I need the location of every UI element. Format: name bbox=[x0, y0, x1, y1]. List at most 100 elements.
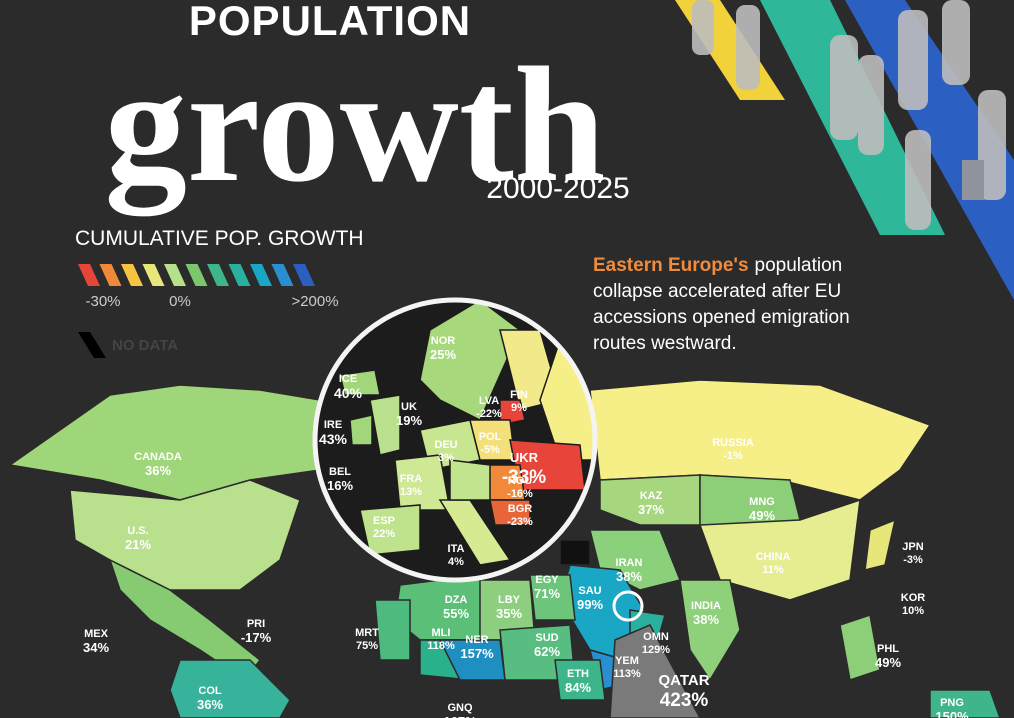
region-name: UK bbox=[401, 401, 417, 413]
legend-swatch bbox=[250, 264, 272, 286]
legend-swatch bbox=[164, 264, 186, 286]
region-value: 113% bbox=[613, 668, 641, 680]
region-value: 11% bbox=[762, 564, 784, 576]
region-name: NOR bbox=[431, 335, 456, 347]
years: 2000-2025 bbox=[486, 172, 629, 205]
region-name: KAZ bbox=[640, 490, 663, 502]
region-value: -16% bbox=[507, 488, 533, 500]
region-name: COL bbox=[198, 685, 222, 697]
region-name: MLI bbox=[432, 627, 451, 639]
legend-mid: 0% bbox=[169, 293, 191, 310]
region-value: 37% bbox=[638, 502, 664, 517]
region-name: EGY bbox=[535, 574, 559, 586]
region-value: 22% bbox=[373, 528, 395, 540]
legend-swatch bbox=[78, 264, 100, 286]
region-name: NER bbox=[465, 634, 488, 646]
region-name: RUSSIA bbox=[712, 437, 754, 449]
region-value: -3% bbox=[903, 554, 923, 566]
region-name: PNG bbox=[940, 697, 964, 709]
region-name: MEX bbox=[84, 628, 109, 640]
region-value: 10% bbox=[902, 605, 924, 617]
europe-inset bbox=[312, 297, 598, 583]
region-value: 16% bbox=[327, 478, 353, 493]
region-value: 13% bbox=[400, 486, 422, 498]
region-value: 49% bbox=[749, 508, 775, 523]
legend-swatch bbox=[207, 264, 229, 286]
region-name: FRA bbox=[400, 473, 423, 485]
region-name: IRE bbox=[324, 419, 342, 431]
region-name: ROU bbox=[508, 475, 533, 487]
region-value: -1% bbox=[723, 450, 743, 462]
region-name: GNQ bbox=[447, 702, 473, 714]
region-name: OMN bbox=[643, 631, 669, 643]
region-value: 9% bbox=[511, 402, 527, 414]
region-name: MRT bbox=[355, 627, 379, 639]
region-value: 157% bbox=[460, 646, 494, 661]
region-value: 129% bbox=[642, 644, 670, 656]
region-value: 167% bbox=[443, 714, 477, 718]
region-name: QATAR bbox=[658, 672, 709, 689]
legend-swatch bbox=[271, 264, 294, 286]
region-name: SAU bbox=[578, 585, 601, 597]
region-name: JPN bbox=[902, 541, 923, 553]
region-value: 75% bbox=[356, 640, 378, 652]
title: growth bbox=[104, 33, 605, 217]
region-name: BEL bbox=[329, 466, 351, 478]
region-value: 84% bbox=[565, 680, 591, 695]
legend-swatch bbox=[185, 264, 208, 286]
world-map bbox=[8, 379, 1001, 718]
region-name: CANADA bbox=[134, 451, 182, 463]
legend-swatch bbox=[293, 264, 315, 286]
legend-swatch bbox=[99, 264, 122, 286]
region-value: 25% bbox=[430, 347, 456, 362]
region-name: INDIA bbox=[691, 600, 721, 612]
region-name: BGR bbox=[508, 503, 533, 515]
region-name: DEU bbox=[434, 439, 457, 451]
region-name: ICE bbox=[339, 373, 357, 385]
region-value: 34% bbox=[83, 640, 109, 655]
legend-min: -30% bbox=[85, 293, 120, 310]
legend-max: >200% bbox=[291, 293, 338, 310]
region-name: UKR bbox=[510, 450, 539, 465]
region-value: 62% bbox=[534, 644, 560, 659]
region-value: 36% bbox=[145, 463, 171, 478]
region-value: 36% bbox=[197, 697, 223, 712]
region-value: 21% bbox=[125, 537, 151, 552]
region-value: 19% bbox=[396, 413, 422, 428]
region-name: ITA bbox=[448, 543, 465, 555]
region-value: 4% bbox=[448, 556, 464, 568]
region-value: 35% bbox=[496, 606, 522, 621]
region-name: KOR bbox=[901, 592, 926, 604]
no-data-swatch bbox=[78, 332, 106, 358]
region-value: 55% bbox=[443, 606, 469, 621]
region-value: 38% bbox=[693, 612, 719, 627]
region-name: SUD bbox=[535, 632, 558, 644]
region-value: 150% bbox=[935, 709, 969, 718]
legend-swatch bbox=[142, 264, 165, 286]
legend-title: CUMULATIVE POP. GROWTH bbox=[75, 227, 364, 250]
region-value: -33% bbox=[502, 467, 546, 488]
region-name: LBY bbox=[498, 594, 521, 606]
region-value: 49% bbox=[875, 655, 901, 670]
region-value: 38% bbox=[616, 569, 642, 584]
region-name: FIN bbox=[510, 389, 528, 401]
region-name: IRAN bbox=[616, 557, 643, 569]
kicker: POPULATION bbox=[189, 0, 471, 44]
region-name: U.S. bbox=[127, 525, 148, 537]
legend-swatch bbox=[228, 264, 251, 286]
qatar-marker bbox=[612, 590, 644, 622]
region-name: CHINA bbox=[756, 551, 791, 563]
legend-swatch bbox=[121, 264, 143, 286]
region-name: POL bbox=[479, 431, 502, 443]
region-name: DZA bbox=[445, 594, 468, 606]
region-name: ETH bbox=[567, 668, 589, 680]
region-name: PRI bbox=[247, 618, 265, 630]
region-value: 118% bbox=[427, 640, 455, 652]
region-value: 99% bbox=[577, 597, 603, 612]
region-value: 423% bbox=[660, 690, 709, 711]
region-value: 71% bbox=[534, 586, 560, 601]
region-name: ESP bbox=[373, 515, 395, 527]
region-value: 3% bbox=[438, 452, 454, 464]
